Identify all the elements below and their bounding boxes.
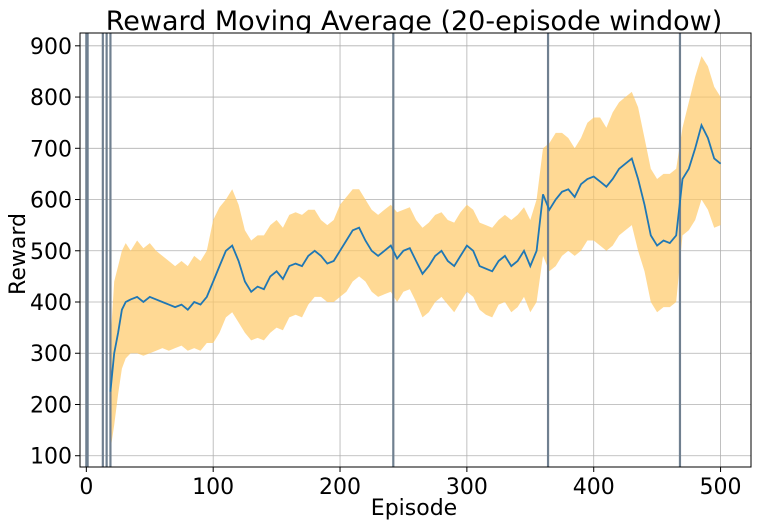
x-tick-label: 100 bbox=[192, 475, 234, 500]
x-tick-label: 500 bbox=[700, 475, 742, 500]
x-tick-label: 200 bbox=[319, 475, 361, 500]
plot-frame bbox=[79, 32, 752, 468]
y-tick-label: 200 bbox=[30, 393, 72, 418]
y-tick-label: 600 bbox=[30, 189, 72, 214]
y-tick-label: 100 bbox=[30, 445, 72, 470]
y-tick-label: 900 bbox=[30, 35, 72, 60]
episode-marker-lines bbox=[85, 33, 682, 467]
x-tick-label: 300 bbox=[446, 475, 488, 500]
y-tick-label: 400 bbox=[30, 291, 72, 316]
y-axis-label: Reward bbox=[6, 213, 31, 295]
y-tick-label: 300 bbox=[30, 342, 72, 367]
y-tick-label: 800 bbox=[30, 86, 72, 111]
x-tick-label: 400 bbox=[573, 475, 615, 500]
y-axis-ticks: 100 200 300 400 500 600 700 800 900 bbox=[30, 35, 80, 470]
y-tick-label: 700 bbox=[30, 137, 72, 162]
chart-title: Reward Moving Average (20-episode window… bbox=[106, 6, 723, 37]
x-axis-label: Episode bbox=[371, 496, 457, 521]
x-tick-label: 0 bbox=[79, 475, 93, 500]
y-tick-label: 500 bbox=[30, 240, 72, 265]
reward-moving-average-line bbox=[109, 122, 722, 392]
x-axis-ticks: 0 100 200 300 400 500 bbox=[79, 467, 742, 500]
reward-confidence-band bbox=[110, 56, 721, 451]
